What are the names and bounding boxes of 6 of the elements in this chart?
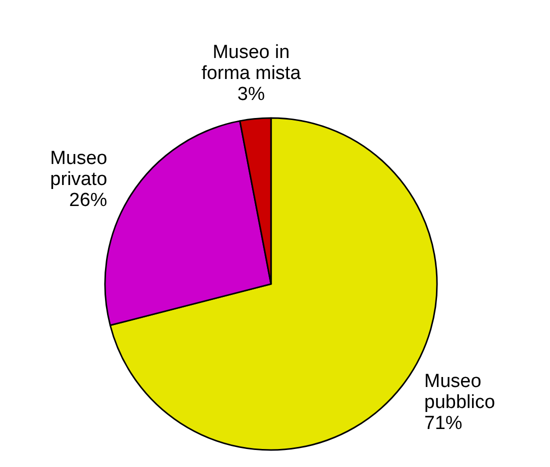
data-label: 71% <box>424 412 462 434</box>
slice-label: Museo in forma mista <box>202 42 302 84</box>
data-label: 26% <box>69 190 108 212</box>
slice-label: Museo pubblico <box>424 370 496 413</box>
slice-label: Museo privato <box>50 148 108 190</box>
data-label: 3% <box>237 84 265 105</box>
